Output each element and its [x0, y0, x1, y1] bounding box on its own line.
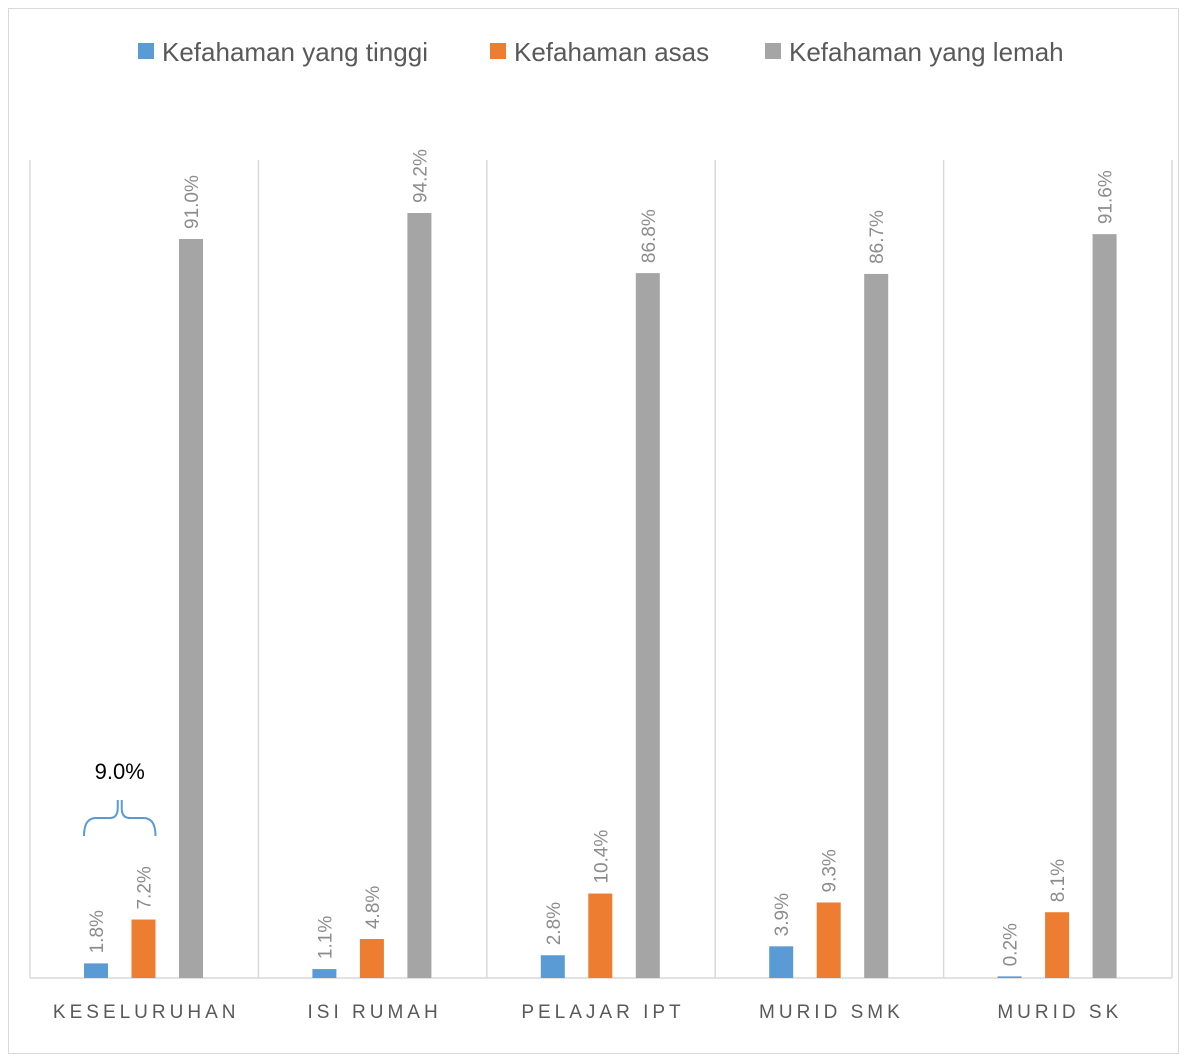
- legend-label: Kefahaman yang tinggi: [162, 37, 428, 67]
- category-label: ISI RUMAH: [308, 1002, 442, 1023]
- category-label: PELAJAR IPT: [521, 1002, 684, 1023]
- legend-label: Kefahaman asas: [514, 37, 709, 67]
- bar-1-3: [816, 902, 841, 978]
- legend-swatch: [138, 43, 154, 59]
- annotation-label: 9.0%: [95, 759, 145, 784]
- data-label: 91.0%: [182, 175, 203, 229]
- data-label: 86.7%: [867, 210, 888, 264]
- bar-1-1: [359, 939, 384, 978]
- bar-2-3: [864, 273, 889, 978]
- bar-1-4: [1045, 912, 1070, 978]
- bar-0-3: [769, 946, 794, 978]
- data-label: 0.2%: [1001, 923, 1022, 966]
- bar-1-2: [588, 893, 613, 978]
- bar-2-4: [1092, 234, 1117, 979]
- bar-2-0: [179, 239, 203, 978]
- bar-2-2: [635, 273, 660, 979]
- data-label: 7.2%: [135, 866, 156, 909]
- category-label: MURID SK: [997, 1002, 1122, 1023]
- data-label: 1.8%: [87, 910, 108, 953]
- bar-0-1: [312, 969, 337, 978]
- legend-swatch: [490, 43, 506, 59]
- data-label: 9.3%: [820, 849, 841, 892]
- data-label: 10.4%: [591, 830, 612, 884]
- category-label: MURID SMK: [759, 1002, 904, 1023]
- annotation-brace: [83, 800, 157, 837]
- category-label: KESELURUHAN: [53, 1002, 240, 1023]
- bar-0-4: [997, 976, 1022, 978]
- bar-0-0: [84, 963, 108, 978]
- data-label: 91.6%: [1096, 170, 1117, 224]
- bar-1-0: [131, 919, 156, 978]
- chart-frame: [8, 8, 1179, 1054]
- data-label: 94.2%: [410, 149, 431, 203]
- data-label: 86.8%: [639, 209, 660, 263]
- legend-swatch: [765, 43, 781, 59]
- legend-label: Kefahaman yang lemah: [789, 37, 1064, 67]
- data-label: 1.1%: [315, 916, 336, 959]
- data-label: 8.1%: [1048, 859, 1069, 902]
- data-label: 3.9%: [772, 893, 793, 936]
- bar-0-2: [540, 955, 565, 978]
- bar-2-1: [407, 213, 432, 978]
- data-label: 4.8%: [363, 886, 384, 929]
- data-label: 2.8%: [544, 902, 565, 945]
